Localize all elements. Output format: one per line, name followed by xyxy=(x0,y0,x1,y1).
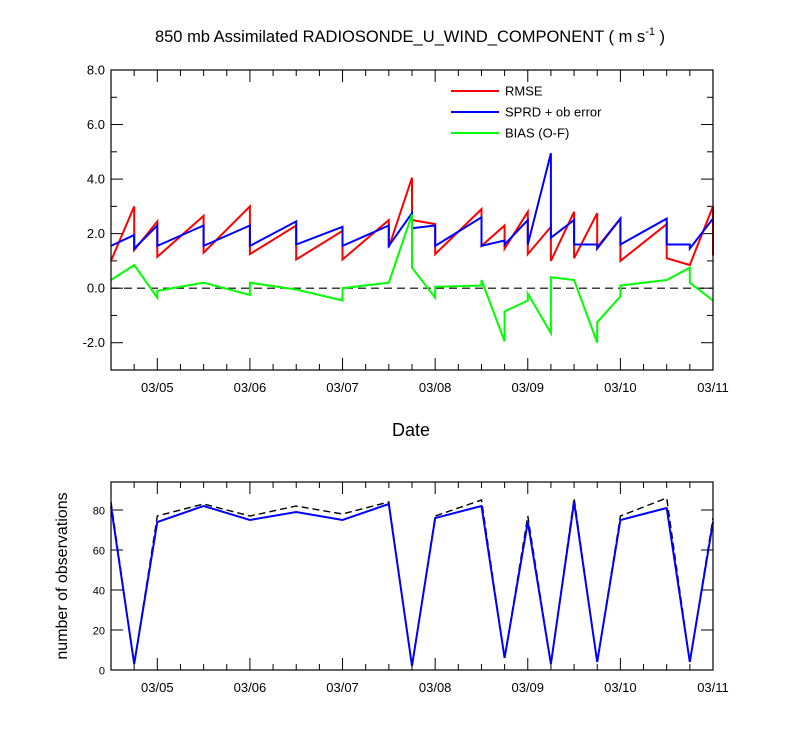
bottom-y-tick-label: 60 xyxy=(93,546,105,558)
y-axis-label-observations: number of observations xyxy=(54,492,71,659)
top-series-group xyxy=(110,152,714,344)
top-x-tick-label: 03/06 xyxy=(234,380,267,395)
top-series-bias-o-f xyxy=(110,214,714,344)
bottom-y-tick-label: 40 xyxy=(93,586,105,598)
bottom-x-tick-label: 03/11 xyxy=(697,680,729,695)
top-x-tick-label: 03/11 xyxy=(697,380,729,395)
bottom-series-assimilated xyxy=(110,501,714,667)
chart-title: 850 mb Assimilated RADIOSONDE_U_WIND_COM… xyxy=(155,26,665,46)
bottom-y-tick-labels: 80 60 40 20 0 xyxy=(93,506,105,678)
top-ticks xyxy=(110,69,714,371)
bottom-chart: 80 60 40 20 0 03/05 03/06 03/07 03/08 03/09 03/10… xyxy=(54,481,729,695)
legend: RMSE SPRD + ob error BIAS (O-F) xyxy=(451,84,602,141)
bottom-x-tick-label: 03/10 xyxy=(604,680,637,695)
top-plot-frame xyxy=(110,69,714,371)
title-superscript: -1 xyxy=(645,26,655,38)
bottom-x-tick-label: 03/08 xyxy=(419,680,452,695)
top-y-tick-label: 0.0 xyxy=(87,281,105,296)
bottom-ticks xyxy=(110,482,714,671)
bottom-series-possible xyxy=(110,497,714,667)
bottom-y-tick-label: 0 xyxy=(99,666,105,678)
top-x-tick-label: 03/07 xyxy=(326,380,359,395)
top-x-tick-label: 03/09 xyxy=(511,380,544,395)
top-x-tick-label: 03/05 xyxy=(141,380,174,395)
bottom-x-tick-label: 03/09 xyxy=(511,680,544,695)
title-end: ) xyxy=(655,28,665,46)
bottom-x-tick-label: 03/05 xyxy=(141,680,174,695)
bottom-y-tick-label: 80 xyxy=(93,506,105,518)
bottom-x-tick-label: 03/06 xyxy=(234,680,267,695)
bottom-x-tick-labels: 03/05 03/06 03/07 03/08 03/09 03/10 03/11 xyxy=(141,680,729,695)
legend-label: SPRD + ob error xyxy=(505,105,602,120)
top-y-tick-label: 6.0 xyxy=(87,117,105,132)
top-y-tick-label: 4.0 xyxy=(87,172,105,187)
top-y-tick-labels: 8.0 6.0 4.0 2.0 0.0 -2.0 xyxy=(83,63,105,351)
top-x-tick-label: 03/10 xyxy=(604,380,637,395)
top-chart: 8.0 6.0 4.0 2.0 0.0 -2.0 03/05 03/06 03/07 03/08… xyxy=(83,63,729,441)
top-x-tick-label: 03/08 xyxy=(419,380,452,395)
top-x-tick-labels: 03/05 03/06 03/07 03/08 03/09 03/10 03/11 xyxy=(141,380,729,395)
bottom-y-tick-label: 20 xyxy=(93,626,105,638)
bottom-x-tick-label: 03/07 xyxy=(326,680,359,695)
bottom-plot-frame xyxy=(110,481,714,671)
x-axis-label: Date xyxy=(392,420,430,440)
legend-label: BIAS (O-F) xyxy=(505,126,569,141)
top-y-tick-label: 2.0 xyxy=(87,226,105,241)
bottom-series-group xyxy=(110,497,714,667)
top-y-tick-label: -2.0 xyxy=(83,335,105,350)
top-y-tick-label: 8.0 xyxy=(87,63,105,78)
top-series-sprd-ob-error xyxy=(110,152,714,252)
legend-label: RMSE xyxy=(505,84,543,99)
